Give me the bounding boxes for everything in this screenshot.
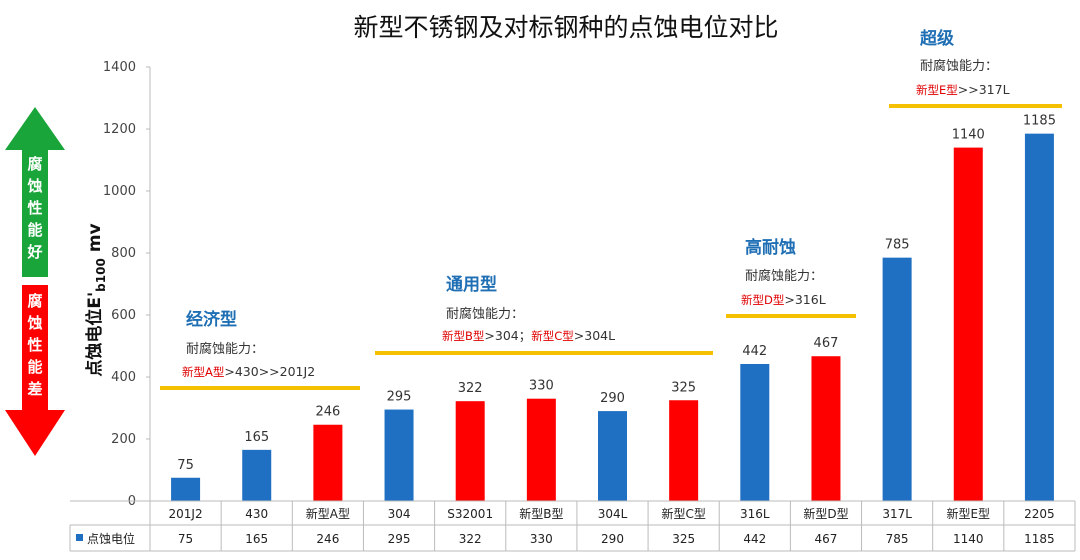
group-note-highlight: 新型D型 bbox=[741, 293, 784, 307]
table-value: 290 bbox=[601, 532, 624, 546]
bar-430 bbox=[242, 449, 272, 501]
x-tick-label: 304L bbox=[598, 507, 628, 521]
table-value: 330 bbox=[530, 532, 553, 546]
bar-value-label: 290 bbox=[600, 391, 625, 406]
y-axis-title-sub: b100 bbox=[94, 258, 108, 292]
table-value: 165 bbox=[245, 532, 268, 546]
bar-value-label: 325 bbox=[671, 380, 696, 395]
y-axis-title-main: 点蚀电位E' bbox=[84, 292, 105, 377]
group-note: 新型D型>316L bbox=[741, 292, 826, 307]
table-value: 467 bbox=[815, 532, 838, 546]
group-title: 高耐蚀 bbox=[745, 237, 796, 258]
group-note: 新型A型>430>>201J2 bbox=[182, 364, 315, 379]
bar-value-label: 785 bbox=[885, 238, 910, 253]
bar-304 bbox=[384, 409, 414, 501]
x-tick-label: 304 bbox=[388, 507, 411, 521]
y-axis-label: 点蚀电位E'b100 mv bbox=[84, 223, 108, 376]
group-note: 新型E型>>317L bbox=[916, 82, 1010, 97]
bar-value-label: 322 bbox=[458, 381, 483, 396]
y-tick-label: 800 bbox=[111, 246, 136, 261]
y-axis-title: 点蚀电位E'b100 mv bbox=[84, 223, 108, 376]
bar-value-label: 1140 bbox=[952, 128, 985, 143]
x-tick-label: 201J2 bbox=[169, 507, 203, 521]
bar-316L bbox=[740, 363, 770, 501]
group-note-highlight: 新型B型 bbox=[442, 329, 484, 343]
bar-新型A型 bbox=[313, 424, 343, 501]
bar-value-label: 165 bbox=[244, 430, 269, 445]
group-subtitle: 耐腐蚀能力： bbox=[745, 269, 823, 284]
table-value: 325 bbox=[672, 532, 695, 546]
bar-新型D型 bbox=[811, 356, 841, 501]
x-tick-label: S32001 bbox=[447, 507, 493, 521]
poor-arrow-icon bbox=[5, 285, 65, 456]
bars: 75 165 246 295 322 330 290 325 442 467 785 1140 1185 bbox=[171, 114, 1056, 501]
group-note-highlight: 新型C型 bbox=[531, 329, 574, 343]
table-value: 442 bbox=[743, 532, 766, 546]
y-tick-label: 1400 bbox=[103, 60, 136, 75]
table-value: 1185 bbox=[1024, 532, 1055, 546]
bar-value-label: 330 bbox=[529, 379, 554, 394]
group-note-text: >304； bbox=[484, 328, 531, 343]
x-tick-label: 316L bbox=[740, 507, 770, 521]
bar-value-label: 467 bbox=[814, 336, 839, 351]
bar-value-label: 1185 bbox=[1023, 114, 1056, 129]
y-tick-label: 600 bbox=[111, 308, 136, 323]
good-arrow-icon bbox=[5, 107, 65, 277]
x-tick-label: 新型E型 bbox=[946, 506, 990, 521]
group-note-highlight: 新型A型 bbox=[182, 365, 224, 379]
table-value: 785 bbox=[886, 532, 909, 546]
y-tick-label: 400 bbox=[111, 370, 136, 385]
x-tick-label: 新型A型 bbox=[306, 506, 350, 521]
table-value: 1140 bbox=[953, 532, 984, 546]
y-tick-label: 1200 bbox=[103, 122, 136, 137]
poor-arrow-label: 腐蚀性能差 bbox=[26, 292, 42, 398]
y-axis-title-unit: mv bbox=[85, 223, 105, 252]
bar-201J2 bbox=[171, 477, 201, 501]
bar-新型C型 bbox=[669, 400, 699, 501]
bar-S32001 bbox=[455, 401, 485, 501]
table-value: 322 bbox=[459, 532, 482, 546]
data-table: 点蚀电位 201J2 75 430 165 新型A型 246 304 295 S32001 322 新… bbox=[69, 500, 1076, 552]
group-title: 经济型 bbox=[186, 309, 237, 330]
group-note-highlight: 新型E型 bbox=[916, 83, 958, 97]
legend-swatch bbox=[76, 534, 83, 541]
group-note: 新型B型>304；新型C型>304L bbox=[442, 328, 615, 343]
legend-label: 点蚀电位 bbox=[87, 531, 135, 546]
group-title: 通用型 bbox=[446, 274, 497, 295]
group-note-text: >316L bbox=[784, 292, 825, 307]
group-title: 超级 bbox=[920, 28, 954, 49]
group-note-text: >>317L bbox=[958, 82, 1010, 97]
x-tick-label: 430 bbox=[245, 507, 268, 521]
bar-value-label: 442 bbox=[742, 344, 767, 359]
table-value: 295 bbox=[388, 532, 411, 546]
group-subtitle: 耐腐蚀能力： bbox=[920, 59, 998, 74]
table-value: 75 bbox=[178, 532, 193, 546]
x-tick-label: 317L bbox=[882, 507, 912, 521]
x-tick-label: 新型B型 bbox=[519, 506, 563, 521]
bar-value-label: 75 bbox=[177, 458, 194, 473]
group-annotations: 经济型耐腐蚀能力：新型A型>430>>201J2通用型耐腐蚀能力：新型B型>30… bbox=[160, 28, 1062, 390]
y-tick-label: 1000 bbox=[103, 184, 136, 199]
bar-317L bbox=[882, 257, 912, 501]
x-tick-label: 新型C型 bbox=[661, 506, 705, 521]
x-tick-label: 2205 bbox=[1024, 507, 1055, 521]
bar-新型E型 bbox=[953, 147, 983, 501]
group-note-text: >430>>201J2 bbox=[224, 364, 315, 379]
good-arrow-label: 腐蚀性能好 bbox=[26, 155, 42, 261]
table-value: 246 bbox=[316, 532, 339, 546]
group-note-text: >304L bbox=[574, 328, 615, 343]
chart-title: 新型不锈钢及对标钢种的点蚀电位对比 bbox=[353, 13, 778, 42]
group-subtitle: 耐腐蚀能力： bbox=[446, 307, 524, 322]
bar-value-label: 295 bbox=[387, 390, 412, 405]
group-subtitle: 耐腐蚀能力： bbox=[186, 342, 264, 357]
bar-2205 bbox=[1024, 133, 1054, 501]
bar-新型B型 bbox=[526, 398, 556, 501]
bar-304L bbox=[598, 411, 627, 501]
y-tick-label: 200 bbox=[111, 432, 136, 447]
x-tick-label: 新型D型 bbox=[803, 506, 848, 521]
bar-value-label: 246 bbox=[315, 405, 340, 420]
